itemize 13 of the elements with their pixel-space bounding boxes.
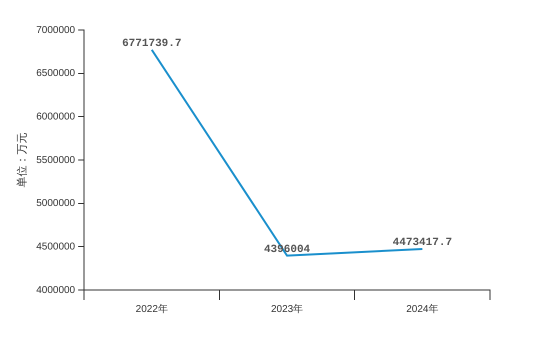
data-label: 4473417.7 (392, 237, 452, 250)
y-tick-label: 4500000 (36, 241, 76, 252)
y-tick-label: 6500000 (36, 68, 76, 80)
data-label: 6771739.7 (122, 38, 182, 50)
x-tick-label: 2023年 (270, 302, 304, 315)
y-tick-label: 4000000 (36, 284, 76, 296)
x-tick-label: 2022年 (136, 302, 168, 315)
y-tick-label: 7000000 (36, 24, 76, 36)
y-tick-label: 6000000 (36, 111, 76, 122)
y-tick-label: 5500000 (36, 154, 76, 166)
y-axis-title: 单位：万元 (15, 132, 28, 188)
y-tick-label: 5000000 (36, 198, 76, 210)
x-tick-label: 2024年 (406, 302, 438, 315)
